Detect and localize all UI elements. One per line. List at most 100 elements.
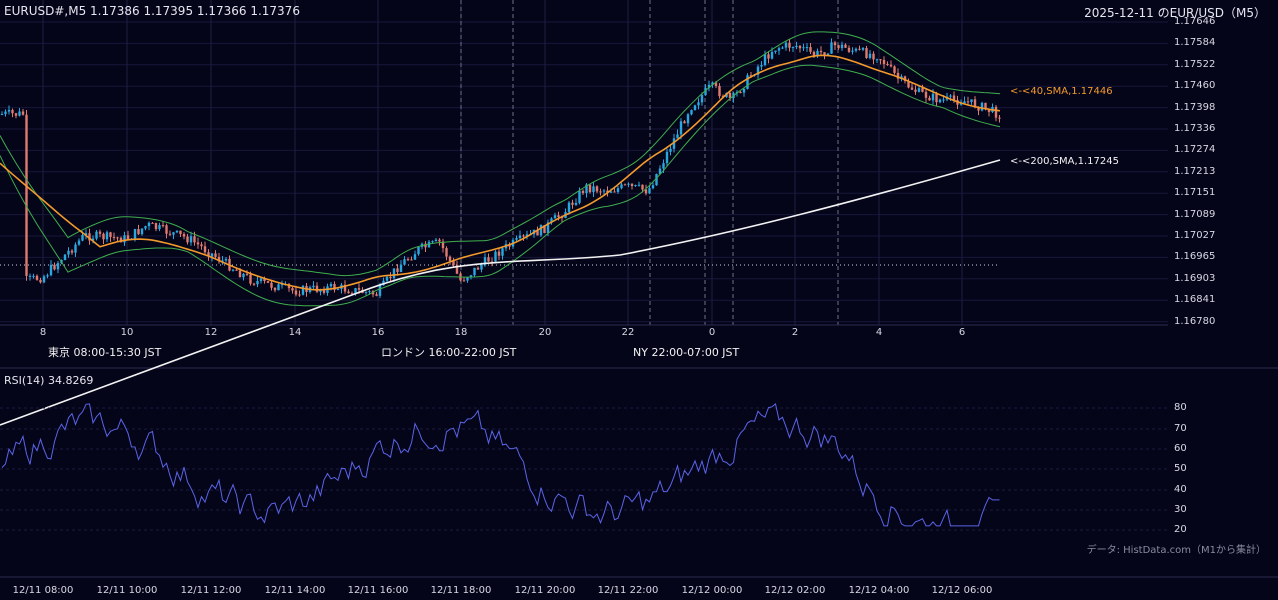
candle-body [133, 229, 137, 239]
candle-body [424, 243, 427, 248]
candle-body [315, 285, 319, 292]
price-tick-label: 1.17274 [1174, 144, 1216, 156]
candle-body [837, 45, 840, 49]
price-tick-label: 1.17646 [1174, 16, 1216, 27]
candle-body [221, 260, 224, 262]
candle-body [648, 188, 651, 194]
price-tick-label: 1.17584 [1174, 37, 1216, 49]
candle-body [368, 291, 371, 293]
candle-body [728, 92, 732, 99]
bottom-tick-label: 12/11 10:00 [96, 585, 158, 596]
candle-body [336, 288, 340, 290]
rsi-tick-label: 50 [1174, 463, 1187, 474]
candle-body [592, 186, 595, 193]
candle-body [364, 292, 368, 294]
candle-body [686, 114, 690, 124]
candle-body [11, 109, 14, 114]
candle-body [847, 47, 851, 52]
rsi-line [1, 402, 1000, 527]
candle-body [0, 114, 4, 116]
candle-body [193, 236, 196, 243]
candle-body [441, 241, 445, 249]
hour-tick-label: 0 [708, 327, 716, 338]
candle-body [739, 92, 742, 94]
candle-body [812, 51, 816, 56]
candle-body [634, 184, 637, 187]
candle-body [830, 42, 833, 54]
candle-body [574, 202, 578, 205]
candle-body [158, 225, 161, 230]
candle-body [333, 283, 336, 290]
candle-body [287, 284, 291, 289]
candle-body [270, 282, 273, 288]
candle-body [123, 235, 126, 243]
candle-body [602, 190, 606, 192]
sma200-label: <-<200,SMA,1.17245 [1010, 156, 1119, 167]
candle-body [774, 50, 777, 52]
candle-body [399, 264, 403, 273]
candle-body [697, 102, 700, 106]
candle-body [777, 48, 781, 51]
candle-body [718, 85, 721, 97]
candle-body [462, 280, 466, 282]
candle-body [963, 101, 966, 104]
candle-body [480, 264, 483, 270]
sma40-line [0, 54, 1001, 291]
candle-body [172, 232, 175, 235]
candle-body [700, 95, 704, 103]
candle-body [298, 294, 301, 296]
price-tick-label: 1.17398 [1174, 101, 1216, 113]
candle-body [910, 87, 914, 90]
candle-body [935, 93, 938, 103]
candle-body [662, 163, 665, 169]
bollinger-lower [0, 64, 1001, 307]
candle-body [599, 191, 602, 193]
candle-body [833, 42, 837, 46]
candle-body [413, 254, 417, 260]
candle-body [679, 121, 683, 135]
candle-body [455, 265, 459, 274]
candle-body [175, 230, 179, 233]
candle-body [427, 241, 431, 248]
candle-body [25, 114, 28, 276]
hour-tick-label: 18 [454, 327, 468, 338]
hour-tick-label: 4 [875, 327, 883, 338]
data-credit: データ: HistData.com（M1から集計） [1086, 545, 1266, 556]
candle-body [74, 244, 77, 253]
hour-tick-label: 22 [621, 327, 635, 338]
candle-body [385, 276, 389, 281]
candle-body [704, 87, 707, 96]
candle-body [546, 222, 550, 234]
candle-body [347, 291, 350, 294]
candle-body [375, 294, 378, 296]
hour-tick-label: 8 [39, 327, 47, 338]
candle-body [518, 235, 522, 239]
candle-body [914, 89, 917, 92]
candle-body [210, 253, 214, 257]
candle-body [445, 248, 448, 257]
candle-body [788, 42, 791, 48]
session-london: ロンドン 16:00-22:00 JST [381, 346, 517, 359]
hour-tick-label: 14 [288, 327, 302, 338]
candle-body [973, 99, 977, 108]
candle-body [238, 270, 242, 278]
candle-body [767, 54, 770, 59]
candle-body [207, 252, 210, 257]
candle-body [189, 236, 193, 243]
candle-body [994, 106, 998, 118]
candle-body [469, 275, 473, 278]
candle-body [665, 151, 669, 164]
candle-body [4, 111, 7, 115]
candle-body [249, 274, 252, 284]
hour-tick-label: 2 [791, 327, 799, 338]
candle-body [417, 246, 420, 255]
candle-body [609, 191, 613, 193]
candle-body [452, 260, 455, 266]
candle-body [256, 281, 259, 285]
price-tick-label: 1.17089 [1174, 208, 1216, 220]
candle-body [53, 264, 56, 270]
candle-body [154, 223, 158, 230]
rsi-tick-label: 80 [1174, 402, 1187, 413]
candle-body [109, 232, 112, 237]
